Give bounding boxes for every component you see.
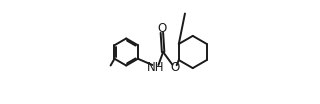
Text: O: O <box>170 61 179 74</box>
Text: O: O <box>157 22 166 35</box>
Text: NH: NH <box>147 61 164 74</box>
